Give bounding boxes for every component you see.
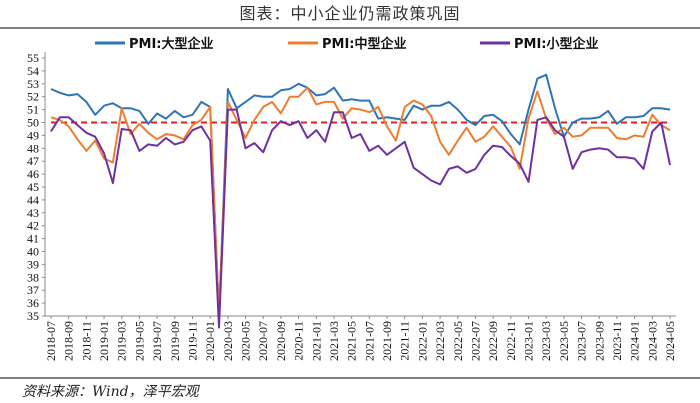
y-tick-label: 49 bbox=[27, 128, 39, 142]
y-tick-label: 46 bbox=[27, 167, 39, 181]
x-tick-label: 2019-03 bbox=[115, 321, 129, 361]
x-tick-label: 2023-03 bbox=[539, 321, 553, 361]
x-tick-label: 2023-09 bbox=[592, 321, 606, 361]
series-line-1 bbox=[50, 73, 671, 317]
x-tick-label: 2021-09 bbox=[380, 321, 394, 361]
x-tick-label: 2020-11 bbox=[292, 321, 306, 361]
x-tick-label: 2023-11 bbox=[610, 321, 624, 361]
y-tick-label: 45 bbox=[27, 180, 39, 194]
figure-title: 图表：中小企业仍需政策巩固 bbox=[239, 4, 461, 23]
x-tick-label: 2021-11 bbox=[398, 321, 412, 361]
x-tick-label: 2018-09 bbox=[62, 321, 76, 361]
y-tick-label: 41 bbox=[27, 232, 39, 246]
y-tick-label: 54 bbox=[27, 64, 39, 78]
x-tick-label: 2024-05 bbox=[663, 321, 677, 361]
y-tick-label: 47 bbox=[27, 154, 39, 168]
x-tick-label: 2018-07 bbox=[44, 321, 58, 361]
x-tick-label: 2019-11 bbox=[185, 321, 199, 361]
y-tick-label: 55 bbox=[27, 51, 39, 65]
y-tick-label: 38 bbox=[27, 270, 39, 284]
legend-label: PMI:中型企业 bbox=[322, 36, 407, 52]
x-tick-label: 2021-01 bbox=[309, 321, 323, 361]
y-tick-label: 43 bbox=[27, 206, 39, 220]
chart-axes: 3536373839404142434445464748495051525354… bbox=[27, 51, 677, 361]
x-tick-label: 2019-09 bbox=[168, 321, 182, 361]
x-tick-label: 2020-05 bbox=[239, 321, 253, 361]
x-tick-label: 2021-03 bbox=[327, 321, 341, 361]
x-tick-label: 2023-07 bbox=[575, 321, 589, 361]
x-tick-label: 2019-01 bbox=[97, 321, 111, 361]
series-line-2 bbox=[50, 86, 671, 317]
y-tick-label: 50 bbox=[27, 116, 39, 130]
legend-label: PMI:小型企业 bbox=[514, 36, 599, 52]
x-tick-label: 2024-01 bbox=[628, 321, 642, 361]
y-tick-label: 37 bbox=[27, 283, 39, 297]
x-tick-label: 2021-05 bbox=[345, 321, 359, 361]
y-tick-label: 39 bbox=[27, 257, 39, 271]
x-tick-label: 2021-07 bbox=[362, 321, 376, 361]
source-note: 资料来源：Wind，泽平宏观 bbox=[22, 384, 199, 400]
legend-label: PMI:大型企业 bbox=[129, 36, 214, 52]
x-tick-label: 2022-09 bbox=[486, 321, 500, 361]
x-tick-label: 2020-03 bbox=[221, 321, 235, 361]
y-tick-label: 44 bbox=[27, 193, 39, 207]
x-tick-label: 2022-01 bbox=[415, 321, 429, 361]
x-tick-label: 2019-07 bbox=[150, 321, 164, 361]
y-tick-label: 53 bbox=[27, 77, 39, 91]
x-tick-label: 2022-11 bbox=[504, 321, 518, 361]
y-tick-label: 35 bbox=[27, 309, 39, 323]
pmi-line-chart: 3536373839404142434445464748495051525354… bbox=[27, 36, 677, 361]
y-tick-label: 52 bbox=[27, 90, 39, 104]
chart-lines bbox=[50, 73, 671, 329]
chart-legend: PMI:大型企业 PMI:中型企业 PMI:小型企业 bbox=[95, 36, 599, 52]
x-tick-label: 2022-03 bbox=[433, 321, 447, 361]
y-tick-label: 42 bbox=[27, 219, 39, 233]
y-tick-label: 40 bbox=[27, 245, 39, 259]
bottom-rule bbox=[0, 377, 700, 379]
y-tick-label: 36 bbox=[27, 296, 39, 310]
x-tick-label: 2020-07 bbox=[256, 321, 270, 361]
x-tick-label: 2019-05 bbox=[132, 321, 146, 361]
x-tick-label: 2018-11 bbox=[79, 321, 93, 361]
x-tick-label: 2022-05 bbox=[451, 321, 465, 361]
x-tick-label: 2023-01 bbox=[522, 321, 536, 361]
series-line-3 bbox=[50, 108, 671, 329]
y-tick-label: 51 bbox=[27, 103, 39, 117]
x-tick-label: 2022-07 bbox=[468, 321, 482, 361]
x-tick-label: 2024-03 bbox=[645, 321, 659, 361]
x-tick-label: 2023-05 bbox=[557, 321, 571, 361]
y-tick-label: 48 bbox=[27, 141, 39, 155]
title-rule bbox=[0, 27, 700, 29]
x-tick-label: 2020-01 bbox=[203, 321, 217, 361]
x-tick-label: 2020-09 bbox=[274, 321, 288, 361]
